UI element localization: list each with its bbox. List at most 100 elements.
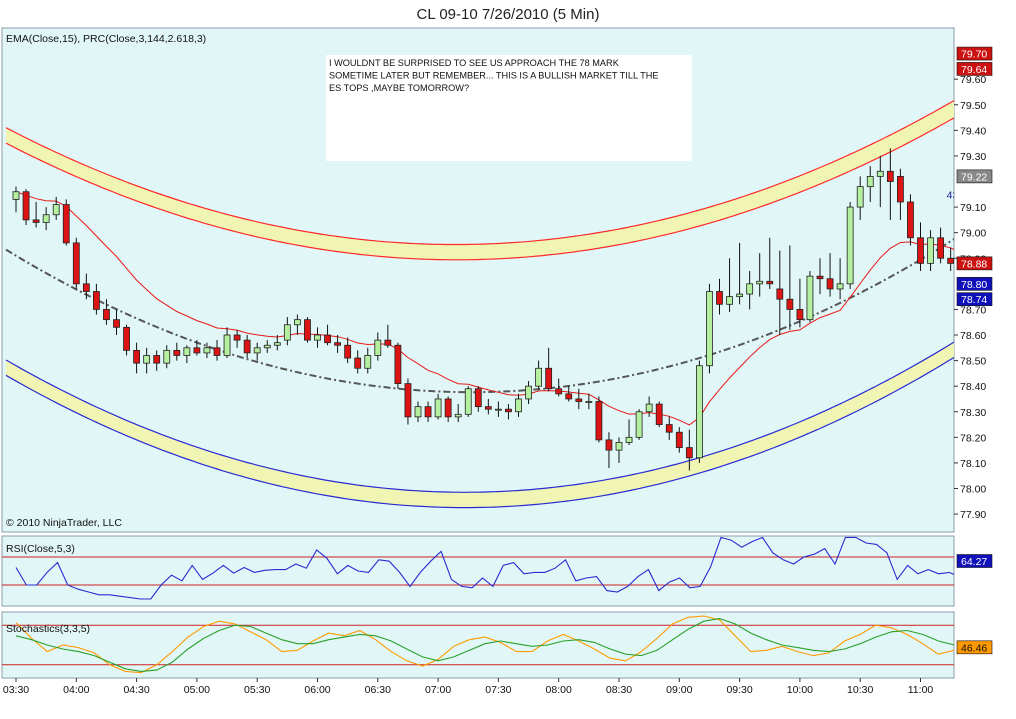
candle-body: [635, 411, 643, 438]
time-tick-label: 04:00: [63, 684, 89, 696]
time-tick-label: 06:00: [304, 684, 330, 696]
annotation-note-line: I WOULDNT BE SURPRISED TO SEE US APPROAC…: [329, 58, 620, 68]
chart-title: CL 09-10 7/26/2010 (5 Min): [417, 6, 600, 23]
candle-body: [655, 403, 663, 425]
rsi-line: [15, 536, 954, 600]
stochastics-plot-area: [2, 615, 954, 674]
price-badge-label: 78.80: [961, 279, 987, 291]
candle-body: [243, 339, 251, 354]
candle-body: [907, 201, 914, 239]
candle-body: [696, 365, 703, 459]
price-badge: [956, 46, 993, 61]
candle-body: [213, 347, 221, 356]
candle-body: [203, 347, 211, 354]
candle-body: [595, 401, 603, 441]
time-tick-label: 05:30: [244, 684, 270, 696]
time-tick-label: 03:30: [3, 684, 29, 696]
copyright-label: © 2010 NinjaTrader, LLC: [6, 517, 122, 529]
candle-body: [535, 367, 542, 387]
candle-body: [726, 296, 733, 305]
annotation-note-line: ES TOPS ,MAYBE TOMORROW?: [329, 83, 469, 93]
time-tick-label: 07:30: [485, 684, 511, 696]
candle-body: [484, 406, 492, 410]
candle-body: [22, 191, 30, 221]
price-tick-label: 79.10: [960, 202, 986, 214]
fib-level-label: 432.60% (79.10): [947, 189, 1016, 201]
time-tick-label: 06:30: [365, 684, 391, 696]
time-tick-label: 09:30: [726, 684, 752, 696]
candle-body: [414, 406, 422, 418]
candle-body: [796, 309, 804, 321]
candle-body: [585, 401, 593, 403]
candle-body: [394, 344, 402, 385]
time-tick-label: 07:00: [425, 684, 451, 696]
candle-body: [927, 237, 934, 264]
candle-body: [786, 298, 794, 310]
upper-band-line: [5, 117, 954, 261]
price-badge-label: 79.22: [961, 171, 987, 183]
candle-body: [334, 342, 342, 346]
annotation-note-box: [326, 55, 692, 161]
candle-body: [555, 388, 563, 395]
candle-body: [304, 319, 311, 341]
time-tick-label: 09:00: [666, 684, 692, 696]
time-tick-label: 04:30: [123, 684, 149, 696]
oscillator-badge: [956, 554, 993, 568]
candle-body: [153, 355, 161, 364]
candle-body: [756, 280, 764, 285]
price-badge: [956, 277, 993, 291]
candle-body: [82, 283, 90, 292]
candle-body: [344, 344, 352, 359]
price-badge-label: 79.64: [961, 64, 987, 76]
candle-body: [806, 275, 814, 321]
time-tick-label: 08:00: [546, 684, 572, 696]
lower-band-line: [5, 356, 954, 509]
price-tick-label: 79.00: [960, 228, 986, 240]
price-indicator-label: EMA(Close,15), PRC(Close,3,144,2.618,3): [6, 33, 206, 45]
candle-body: [998, 263, 1004, 273]
price-tick-label: 78.30: [960, 407, 986, 419]
candle-body: [866, 175, 874, 188]
candle-body: [314, 334, 321, 341]
candle-body: [32, 219, 40, 223]
candle-body: [52, 204, 60, 216]
price-badge-label: 78.88: [961, 258, 987, 270]
annotation-note-line: SOMETIME LATER BUT REMEMBER... THIS IS A…: [329, 71, 658, 81]
candle-body: [263, 344, 271, 349]
stochastics-value-badge: 46.46: [956, 640, 993, 654]
candle-body: [947, 257, 954, 264]
candle-body: [384, 339, 392, 346]
candle-body: [515, 398, 522, 413]
candle-body: [233, 334, 241, 341]
price-tick-label: 79.50: [960, 100, 986, 112]
price-tick-label: 79.40: [960, 125, 986, 137]
candle-body: [474, 388, 482, 408]
time-tick-label: 10:00: [787, 684, 813, 696]
candle-body: [675, 431, 683, 448]
candle-body: [62, 204, 70, 244]
candle-body: [826, 278, 834, 290]
candle-body: [766, 280, 774, 285]
time-tick-label: 10:30: [847, 684, 873, 696]
candle-body: [93, 291, 100, 310]
candle-body: [404, 383, 412, 418]
candle-body: [846, 206, 854, 285]
price-axis: 79.6079.5079.4079.3079.1079.0078.9078.70…: [954, 74, 986, 521]
candle-body: [133, 349, 141, 364]
candle-body: [364, 355, 372, 369]
candle-body: [123, 326, 130, 351]
candle-body: [113, 319, 120, 328]
candle-body: [736, 293, 743, 298]
price-tick-label: 79.30: [960, 151, 986, 163]
regression-midline: [5, 237, 954, 394]
price-tick-label: 78.70: [960, 304, 986, 316]
price-tick-label: 78.60: [960, 330, 986, 342]
price-badges: 79.70 79.64 79.22 78.88 78.80 78.74: [956, 46, 993, 306]
price-tick-label: 77.90: [960, 509, 986, 521]
candle-body: [565, 393, 573, 400]
price-tick-label: 78.20: [960, 432, 986, 444]
candle-body: [454, 413, 462, 418]
candle-body: [72, 242, 80, 285]
candle-body: [293, 319, 301, 326]
